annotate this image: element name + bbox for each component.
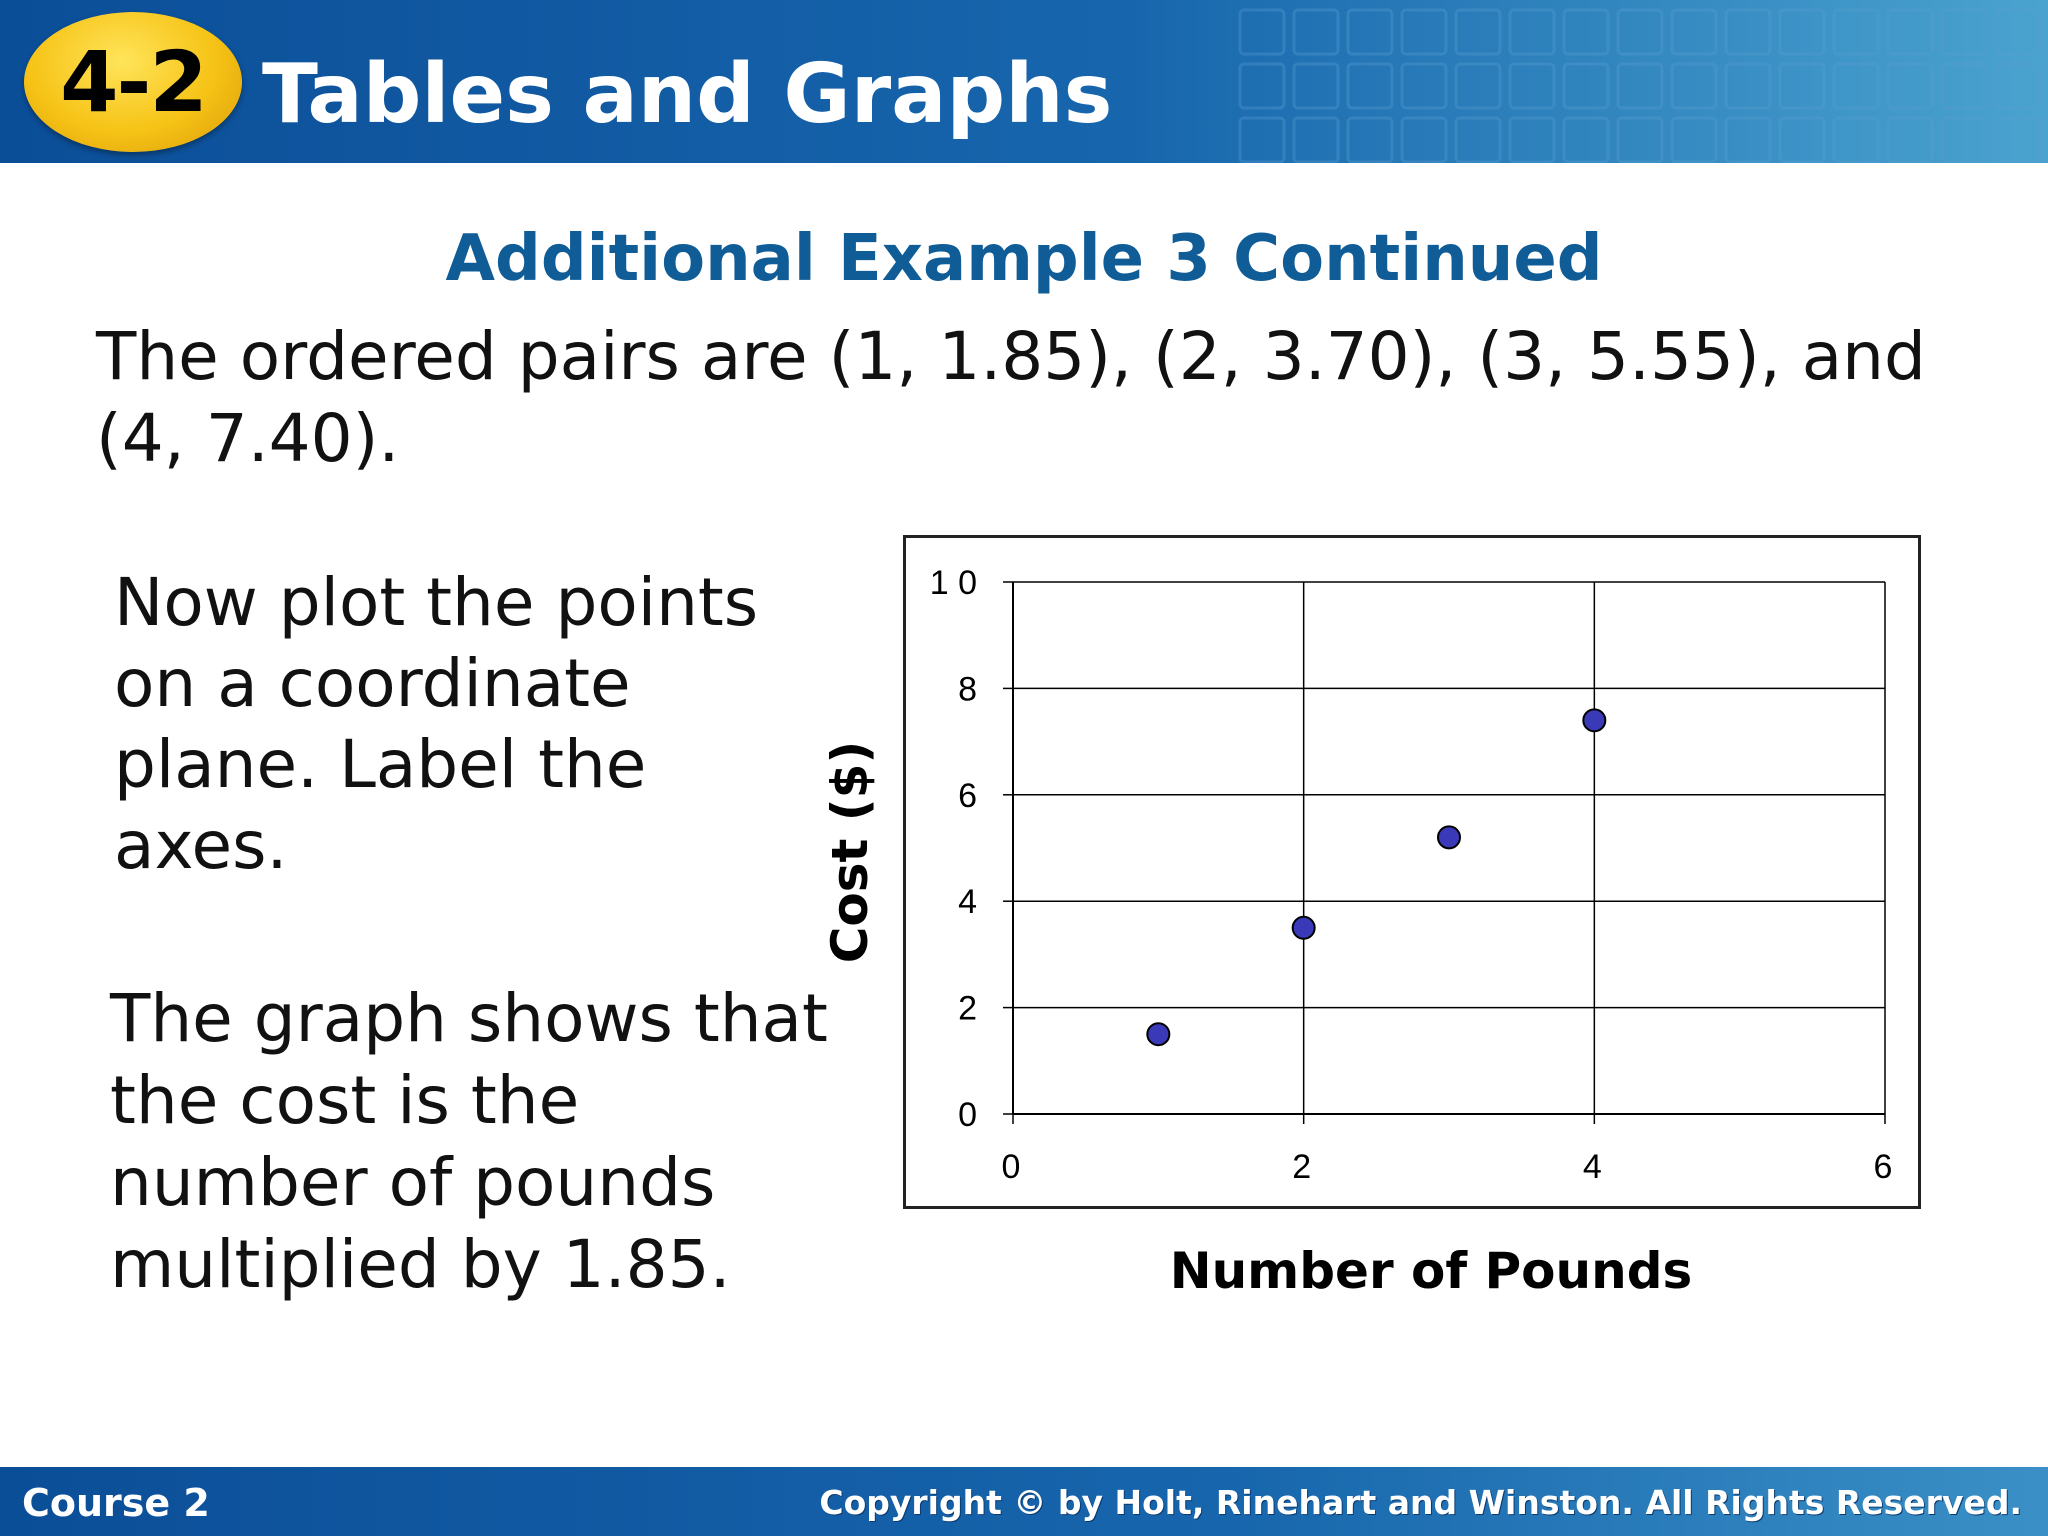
- y-axis-label: Cost ($): [821, 740, 879, 964]
- header-grid-cell: [1724, 62, 1772, 110]
- header-grid-cell: [1616, 62, 1664, 110]
- header-grid-cell: [1454, 116, 1502, 163]
- header-grid-cell: [1670, 116, 1718, 163]
- header-grid-cell: [1886, 62, 1934, 110]
- header-grid-cell: [1886, 8, 1934, 56]
- header-grid-cell: [1400, 62, 1448, 110]
- header-grid-cell: [1670, 62, 1718, 110]
- header-grid-cell: [1994, 116, 2042, 163]
- header-grid-cell: [1616, 8, 1664, 56]
- header-grid-cell: [1238, 116, 1286, 163]
- header-grid-cell: [1562, 8, 1610, 56]
- course-label: Course 2: [22, 1481, 210, 1525]
- header-grid-cell: [1778, 116, 1826, 163]
- header-grid-cell: [1994, 8, 2042, 56]
- step-text: Now plot the points on a coordinate plan…: [114, 564, 759, 884]
- example-title: Additional Example 3 Continued: [445, 222, 1603, 296]
- header-grid-cell: [1940, 8, 1988, 56]
- header-grid-pattern: [1238, 8, 2042, 163]
- intro-text: The ordered pairs are (1, 1.85), (2, 3.7…: [96, 318, 1926, 477]
- lesson-number: 4-2: [60, 33, 208, 131]
- header-grid-cell: [1508, 62, 1556, 110]
- header-grid-cell: [1940, 116, 1988, 163]
- header-grid-cell: [1832, 62, 1880, 110]
- x-axis-label: Number of Pounds: [1169, 1242, 1693, 1300]
- header-grid-cell: [1238, 8, 1286, 56]
- lesson-title: Tables and Graphs: [262, 47, 1113, 142]
- header-grid-cell: [1292, 62, 1340, 110]
- header-grid-cell: [1886, 116, 1934, 163]
- header-grid-cell: [1778, 62, 1826, 110]
- header-grid-cell: [1454, 62, 1502, 110]
- copyright-notice: Copyright © by Holt, Rinehart and Winsto…: [819, 1483, 2022, 1522]
- header-grid-cell: [1994, 62, 2042, 110]
- slide-footer: [0, 1467, 2048, 1536]
- header-grid-cell: [1238, 62, 1286, 110]
- header-grid-cell: [1346, 62, 1394, 110]
- header-grid-cell: [1616, 116, 1664, 163]
- header-grid-cell: [1346, 116, 1394, 163]
- header-grid-cell: [1940, 62, 1988, 110]
- header-grid-cell: [1670, 8, 1718, 56]
- header-grid-cell: [1724, 8, 1772, 56]
- header-grid-cell: [1724, 116, 1772, 163]
- header-grid-cell: [1562, 116, 1610, 163]
- header-grid-cell: [1400, 8, 1448, 56]
- header-grid-cell: [1832, 116, 1880, 163]
- header-grid-cell: [1778, 8, 1826, 56]
- lesson-badge: [24, 12, 242, 152]
- conclusion-text: The graph shows that the cost is the num…: [110, 980, 828, 1303]
- header-grid-cell: [1292, 116, 1340, 163]
- header-grid-cell: [1400, 116, 1448, 163]
- chart-frame: [903, 535, 1921, 1209]
- slide-header: [0, 0, 2048, 163]
- header-grid-cell: [1292, 8, 1340, 56]
- header-grid-cell: [1454, 8, 1502, 56]
- header-grid-cell: [1346, 8, 1394, 56]
- header-grid-cell: [1508, 8, 1556, 56]
- header-grid-cell: [1508, 116, 1556, 163]
- header-grid-cell: [1832, 8, 1880, 56]
- header-grid-cell: [1562, 62, 1610, 110]
